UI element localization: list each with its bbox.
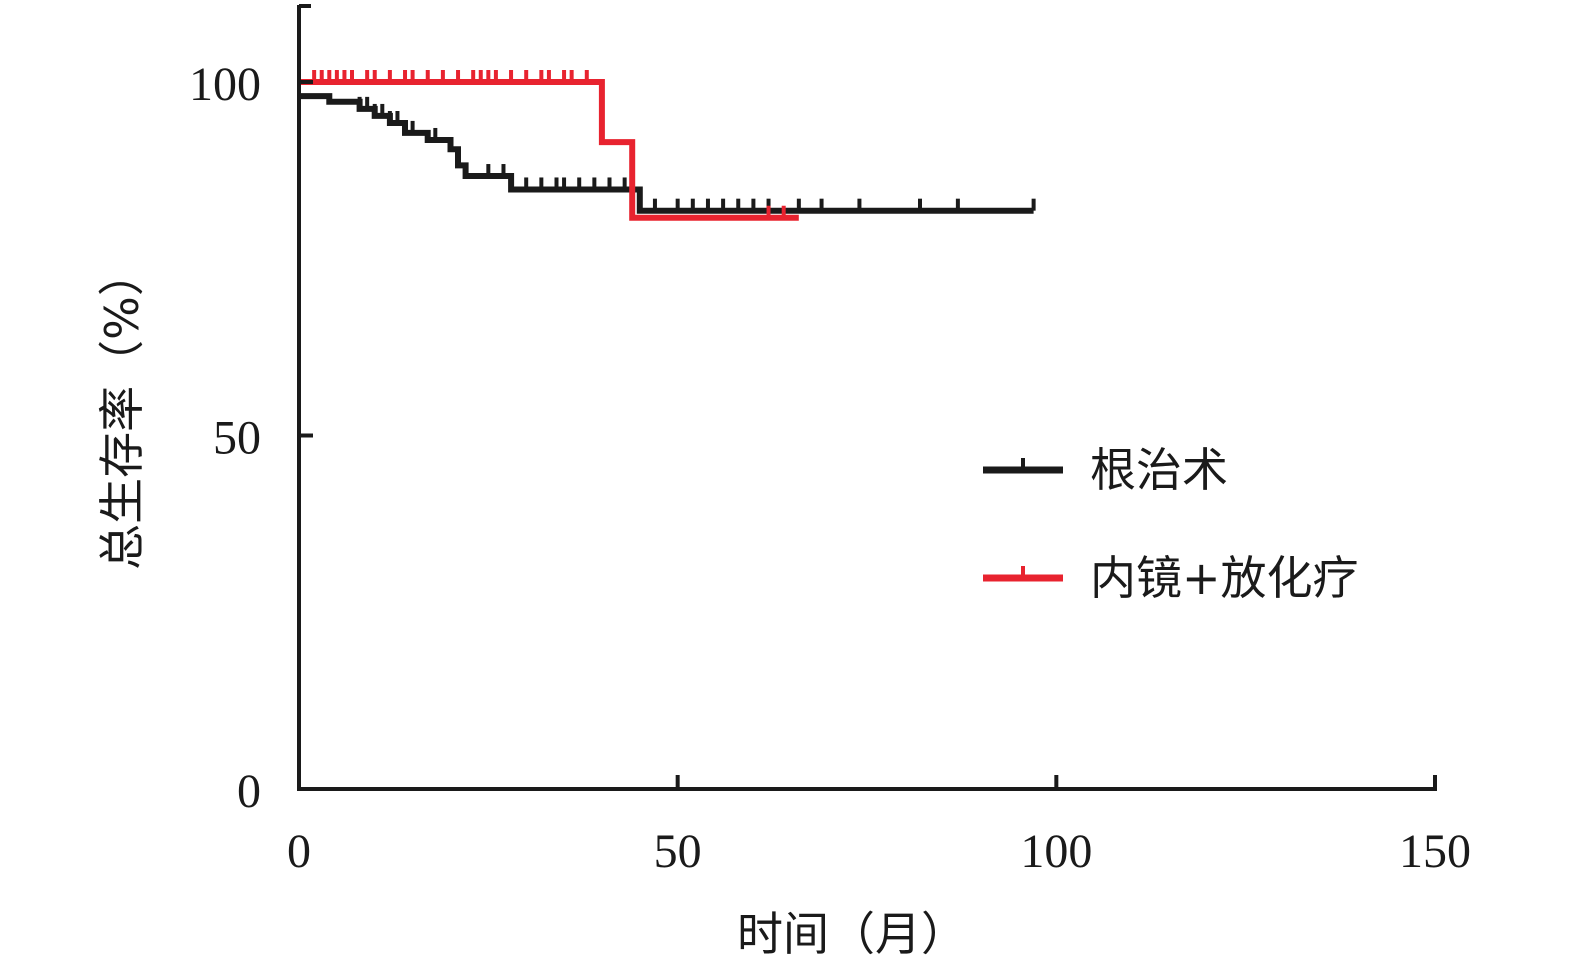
y-tick-label: 100: [189, 58, 261, 111]
legend-item-surgery: 根治术: [983, 443, 1228, 497]
axes: 0 50 100 150 0 50 100: [189, 4, 1471, 878]
legend-label-surgery: 根治术: [1090, 443, 1228, 497]
legend-item-endoscopy: 内镜+放化疗: [983, 551, 1359, 605]
y-tick-label: 0: [237, 765, 261, 818]
legend: 根治术 内镜+放化疗: [983, 443, 1359, 605]
y-axis-title: 总生存率（%）: [95, 250, 149, 570]
curve-endoscopy: [299, 79, 799, 221]
legend-label-endoscopy: 内镜+放化疗: [1090, 551, 1359, 605]
x-axis-title: 时间（月）: [737, 907, 967, 961]
plot-area: [299, 70, 1036, 221]
y-tick-label: 50: [213, 412, 261, 465]
x-tick-label: 100: [1020, 825, 1092, 878]
x-tick-label: 0: [287, 825, 311, 878]
x-tick-label: 150: [1399, 825, 1471, 878]
curve-surgery: [299, 93, 1034, 214]
x-tick-label: 50: [654, 825, 702, 878]
